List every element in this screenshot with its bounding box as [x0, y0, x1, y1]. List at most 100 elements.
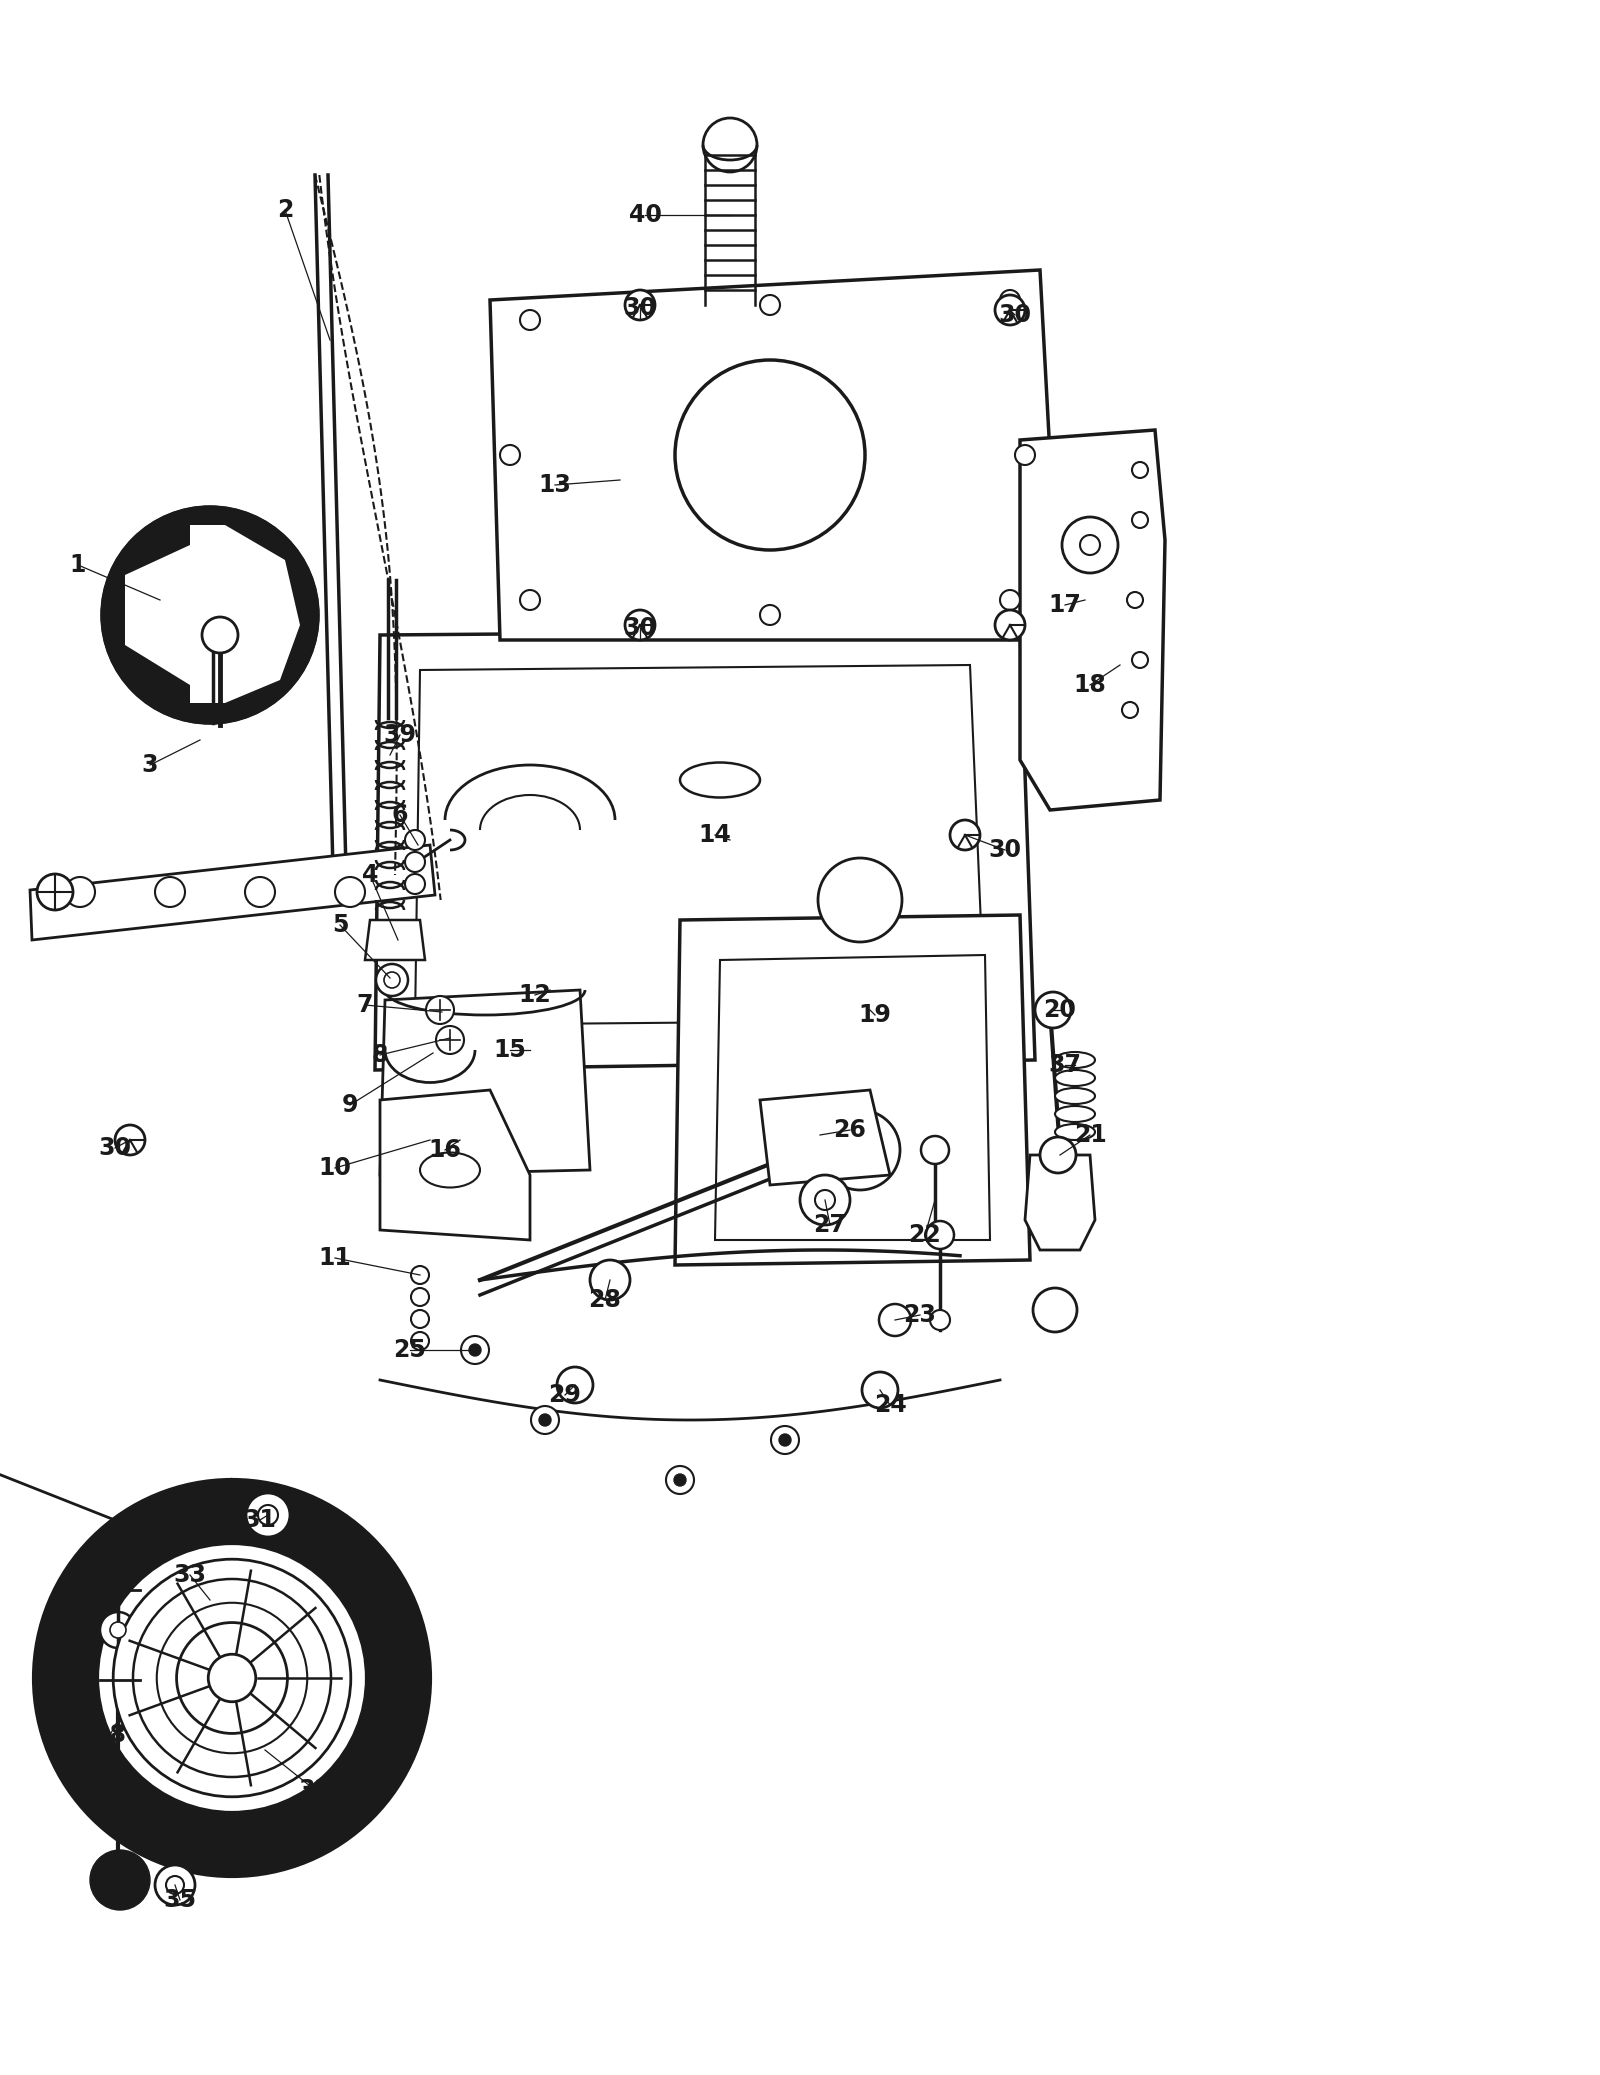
- Circle shape: [133, 1579, 331, 1776]
- Text: 37: 37: [1048, 1052, 1082, 1077]
- Polygon shape: [381, 990, 590, 1174]
- Circle shape: [674, 1473, 686, 1486]
- Text: 38: 38: [93, 1722, 126, 1747]
- Polygon shape: [715, 954, 990, 1241]
- Text: 3: 3: [142, 753, 158, 776]
- Text: 27: 27: [813, 1214, 846, 1237]
- Circle shape: [520, 309, 541, 330]
- Circle shape: [702, 118, 757, 172]
- Circle shape: [1126, 591, 1142, 608]
- Ellipse shape: [1054, 1071, 1094, 1085]
- Text: 29: 29: [549, 1384, 581, 1407]
- Text: 10: 10: [318, 1156, 352, 1181]
- Circle shape: [426, 996, 454, 1023]
- Text: 25: 25: [394, 1338, 427, 1361]
- Text: 30: 30: [989, 838, 1021, 861]
- Polygon shape: [675, 915, 1030, 1266]
- Ellipse shape: [1054, 1052, 1094, 1069]
- Circle shape: [1000, 290, 1021, 309]
- Circle shape: [99, 1612, 136, 1648]
- Polygon shape: [30, 845, 435, 940]
- Circle shape: [166, 1876, 184, 1894]
- Circle shape: [258, 1504, 278, 1525]
- Text: 11: 11: [318, 1245, 352, 1270]
- Circle shape: [675, 359, 866, 550]
- Circle shape: [520, 589, 541, 610]
- Text: 15: 15: [493, 1038, 526, 1062]
- Text: 4: 4: [362, 863, 378, 886]
- Ellipse shape: [1054, 1087, 1094, 1104]
- Circle shape: [1080, 535, 1101, 554]
- Circle shape: [814, 1189, 835, 1210]
- Circle shape: [411, 1266, 429, 1284]
- Circle shape: [376, 965, 408, 996]
- Circle shape: [98, 1544, 366, 1814]
- Text: 12: 12: [518, 984, 552, 1006]
- Circle shape: [771, 1426, 798, 1455]
- Text: 18: 18: [1074, 672, 1107, 697]
- Text: 30: 30: [99, 1135, 131, 1160]
- Text: 5: 5: [331, 913, 349, 938]
- Circle shape: [1133, 652, 1149, 668]
- Circle shape: [1122, 701, 1138, 718]
- Circle shape: [800, 1174, 850, 1224]
- Circle shape: [819, 1110, 899, 1189]
- Circle shape: [155, 878, 186, 907]
- Polygon shape: [1026, 1156, 1094, 1249]
- Text: 24: 24: [874, 1392, 906, 1417]
- Circle shape: [1133, 463, 1149, 477]
- Circle shape: [115, 1125, 146, 1156]
- Circle shape: [1133, 513, 1149, 527]
- Circle shape: [157, 1602, 307, 1753]
- Polygon shape: [365, 919, 426, 961]
- Circle shape: [1035, 992, 1070, 1027]
- Polygon shape: [374, 631, 1035, 1071]
- Ellipse shape: [1054, 1125, 1094, 1139]
- Circle shape: [760, 606, 781, 625]
- Circle shape: [34, 1479, 430, 1876]
- Circle shape: [995, 610, 1026, 639]
- Circle shape: [862, 1372, 898, 1409]
- Text: 13: 13: [539, 473, 571, 498]
- Circle shape: [176, 1623, 288, 1733]
- Polygon shape: [760, 1089, 890, 1185]
- Ellipse shape: [1054, 1106, 1094, 1123]
- Polygon shape: [190, 525, 301, 703]
- Circle shape: [995, 295, 1026, 326]
- Text: 7: 7: [357, 994, 373, 1017]
- Polygon shape: [381, 1089, 530, 1241]
- Text: 39: 39: [384, 722, 416, 747]
- Circle shape: [411, 1332, 429, 1351]
- Circle shape: [155, 1865, 195, 1905]
- Circle shape: [405, 830, 426, 851]
- Circle shape: [202, 616, 238, 654]
- Text: 36: 36: [109, 1882, 141, 1907]
- Text: 8: 8: [371, 1044, 389, 1067]
- Circle shape: [499, 444, 520, 465]
- Circle shape: [90, 1851, 150, 1909]
- Circle shape: [411, 1289, 429, 1305]
- Circle shape: [626, 290, 654, 320]
- Circle shape: [1014, 444, 1035, 465]
- Circle shape: [950, 820, 979, 851]
- Circle shape: [435, 1025, 464, 1054]
- Polygon shape: [490, 270, 1059, 639]
- Circle shape: [411, 1309, 429, 1328]
- Circle shape: [539, 1413, 550, 1426]
- Text: 30: 30: [998, 303, 1032, 328]
- Circle shape: [461, 1336, 490, 1363]
- Circle shape: [405, 874, 426, 894]
- Text: 14: 14: [699, 824, 731, 847]
- Text: 40: 40: [629, 203, 661, 226]
- Circle shape: [760, 295, 781, 315]
- Circle shape: [818, 857, 902, 942]
- Circle shape: [110, 1623, 126, 1637]
- Text: 28: 28: [589, 1289, 621, 1311]
- Ellipse shape: [680, 762, 760, 797]
- Text: 32: 32: [299, 1778, 331, 1801]
- Text: 31: 31: [243, 1509, 277, 1531]
- Polygon shape: [125, 546, 190, 685]
- Ellipse shape: [419, 1152, 480, 1187]
- Text: 30: 30: [624, 297, 656, 320]
- Text: 6: 6: [392, 803, 408, 828]
